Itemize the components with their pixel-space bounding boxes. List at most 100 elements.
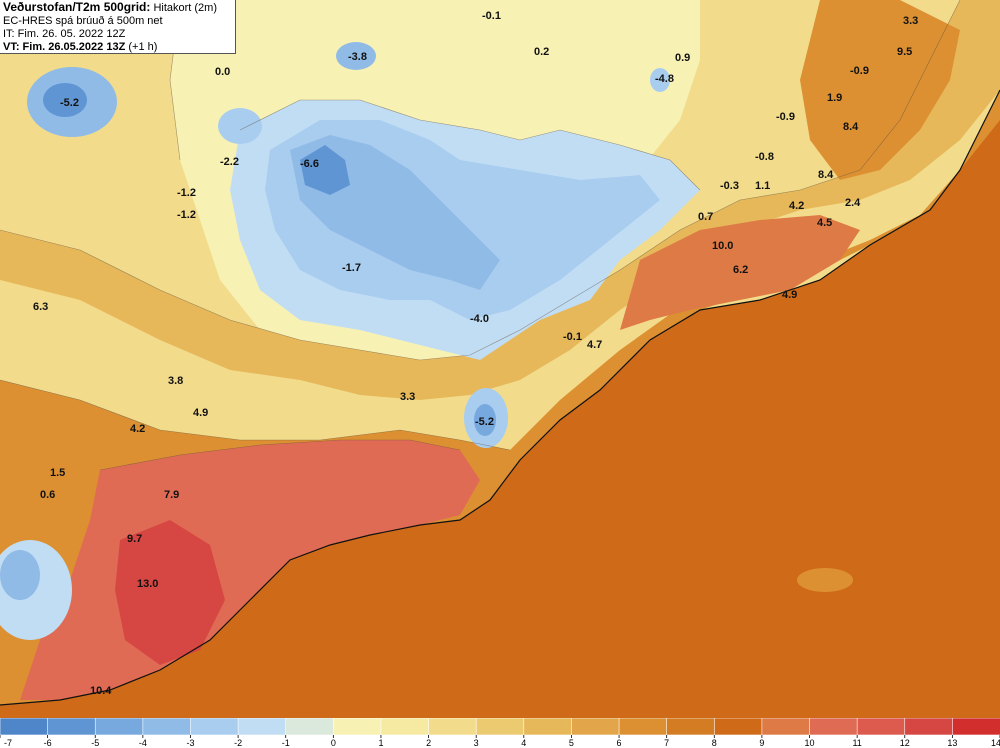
colorbar-tick-label: -4 bbox=[139, 738, 147, 748]
colorbar-swatch bbox=[618, 718, 668, 736]
colorbar-swatch bbox=[952, 718, 1000, 736]
temp-label: 4.2 bbox=[130, 423, 145, 435]
colorbar-swatch bbox=[333, 718, 382, 736]
temperature-colorbar: -7 -6 -5 -4 -3 -2 -1 0 1 2 3 4 5 6 7 8 9 10 11 12 13 14 bbox=[0, 718, 1000, 748]
temp-label: -3.8 bbox=[348, 51, 367, 63]
temp-label: 4.9 bbox=[193, 407, 208, 419]
header-title-bold: Veðurstofan/T2m 500grid: bbox=[3, 0, 151, 14]
header-model: EC-HRES spá brúuð á 500m net bbox=[3, 15, 163, 27]
colorbar-swatch bbox=[856, 718, 906, 736]
temp-label: 1.9 bbox=[827, 92, 842, 104]
colorbar-tick-label: 11 bbox=[852, 738, 861, 748]
colorbar-tick-label: 6 bbox=[617, 738, 622, 748]
header-vt-row: VT: Fim. 26.05.2022 13Z (+1 h) bbox=[3, 41, 232, 54]
temp-label: 0.7 bbox=[698, 211, 713, 223]
temp-label: 7.9 bbox=[164, 489, 179, 501]
ice-cap-west bbox=[218, 108, 262, 144]
ice-cap-sw-core bbox=[0, 550, 40, 600]
colorbar-tick-label: 10 bbox=[805, 738, 815, 748]
colorbar-tick-label: 13 bbox=[947, 738, 957, 748]
colorbar-tick-label: -7 bbox=[4, 738, 12, 748]
temperature-map[interactable]: -5.2 -3.8 0.0 -2.2 -6.6 -1.2 -1.2 -1.7 -… bbox=[0, 0, 1000, 718]
hot-core-sw bbox=[115, 520, 225, 665]
colorbar-tick-label: 14 bbox=[991, 738, 1000, 748]
colorbar-swatch bbox=[523, 718, 573, 736]
map-header: Veðurstofan/T2m 500grid: Hitakort (2m) E… bbox=[0, 0, 236, 54]
colorbar-tick-label: -5 bbox=[91, 738, 99, 748]
colorbar-tick-label: -2 bbox=[234, 738, 242, 748]
colorbar-tick-label: 3 bbox=[474, 738, 479, 748]
temp-label: -0.1 bbox=[563, 331, 582, 343]
ice-cap-north bbox=[336, 42, 376, 70]
colorbar-swatch bbox=[475, 718, 525, 736]
offshore-cool-patch bbox=[797, 568, 853, 592]
glacier-coldest-spot bbox=[300, 145, 350, 195]
temp-label: 6.2 bbox=[733, 264, 748, 276]
ice-cap-nw-core bbox=[43, 83, 87, 117]
colorbar-swatch bbox=[380, 718, 430, 736]
temp-label: 2.4 bbox=[845, 197, 861, 209]
temp-label: -5.2 bbox=[475, 416, 494, 428]
temp-label: 8.4 bbox=[843, 121, 859, 133]
temp-label: 10.4 bbox=[90, 685, 112, 697]
colorbar-tick-label: 1 bbox=[378, 738, 383, 748]
temp-label: 3.3 bbox=[903, 15, 918, 27]
header-title-rest: Hitakort (2m) bbox=[153, 2, 217, 14]
colorbar-tick-label: 12 bbox=[900, 738, 910, 748]
temp-label: 0.2 bbox=[534, 46, 549, 58]
colorbar-tick-label: 2 bbox=[426, 738, 431, 748]
colorbar-swatch bbox=[761, 718, 811, 736]
temp-label: 3.8 bbox=[168, 375, 183, 387]
colorbar-tick-label: 0 bbox=[331, 738, 336, 748]
temp-label: -1.7 bbox=[342, 262, 361, 274]
temp-label: 0.9 bbox=[675, 52, 690, 64]
temp-label: 4.2 bbox=[789, 200, 804, 212]
temp-label: 1.5 bbox=[50, 467, 65, 479]
colorbar-tick-label: 9 bbox=[759, 738, 764, 748]
temp-label: 13.0 bbox=[137, 578, 158, 590]
colorbar-tick-label: 5 bbox=[569, 738, 574, 748]
colorbar-tick-label: 4 bbox=[521, 738, 526, 748]
temp-label: -4.0 bbox=[470, 313, 489, 325]
colorbar-tick-label: -1 bbox=[282, 738, 290, 748]
temp-label: 10.0 bbox=[712, 240, 733, 252]
colorbar-svg: -7 -6 -5 -4 -3 -2 -1 0 1 2 3 4 5 6 7 8 9 10 11 12 13 14 bbox=[0, 718, 1000, 748]
header-vt-offset: (+1 h) bbox=[128, 41, 158, 53]
colorbar-swatch bbox=[713, 718, 763, 736]
temp-label: 3.3 bbox=[400, 391, 415, 403]
temp-label: 1.1 bbox=[755, 180, 770, 192]
temp-label: 0.6 bbox=[40, 489, 55, 501]
colorbar-tick-label: -6 bbox=[44, 738, 52, 748]
temp-label: 0.0 bbox=[215, 66, 230, 78]
ice-cap-south-core bbox=[474, 404, 496, 436]
colorbar-swatch bbox=[285, 718, 335, 736]
colorbar-swatch bbox=[142, 718, 192, 736]
temp-label: 4.5 bbox=[817, 217, 832, 229]
temp-label: -5.2 bbox=[60, 97, 79, 109]
colorbar-swatch bbox=[94, 718, 144, 736]
colorbar-swatch bbox=[904, 718, 954, 736]
temp-label: -0.8 bbox=[755, 151, 774, 163]
hot-lowland-se bbox=[620, 215, 860, 330]
colorbar-tick-label: -3 bbox=[186, 738, 194, 748]
colorbar-tick-label: 7 bbox=[664, 738, 669, 748]
colorbar-tick-label: 8 bbox=[712, 738, 717, 748]
temp-label: -4.8 bbox=[655, 73, 674, 85]
warm-band-south bbox=[0, 0, 1000, 400]
temp-label: 4.7 bbox=[587, 339, 602, 351]
temp-label: 9.7 bbox=[127, 533, 142, 545]
colorbar-swatch bbox=[809, 718, 858, 736]
temp-label: 4.9 bbox=[782, 289, 797, 301]
temp-label: -0.9 bbox=[850, 65, 869, 77]
temp-label: -2.2 bbox=[220, 156, 239, 168]
header-it: IT: Fim. 26. 05. 2022 12Z bbox=[3, 28, 126, 40]
temp-label: -6.6 bbox=[300, 158, 319, 170]
colorbar-swatch bbox=[47, 718, 97, 736]
colorbar-swatch bbox=[571, 718, 620, 736]
temperature-labels: -5.2 -3.8 0.0 -2.2 -6.6 -1.2 -1.2 -1.7 -… bbox=[33, 10, 918, 697]
contour-lines bbox=[0, 0, 961, 471]
temp-label: -1.2 bbox=[177, 209, 196, 221]
temp-label: -1.2 bbox=[177, 187, 196, 199]
temp-label: 6.3 bbox=[33, 301, 48, 313]
